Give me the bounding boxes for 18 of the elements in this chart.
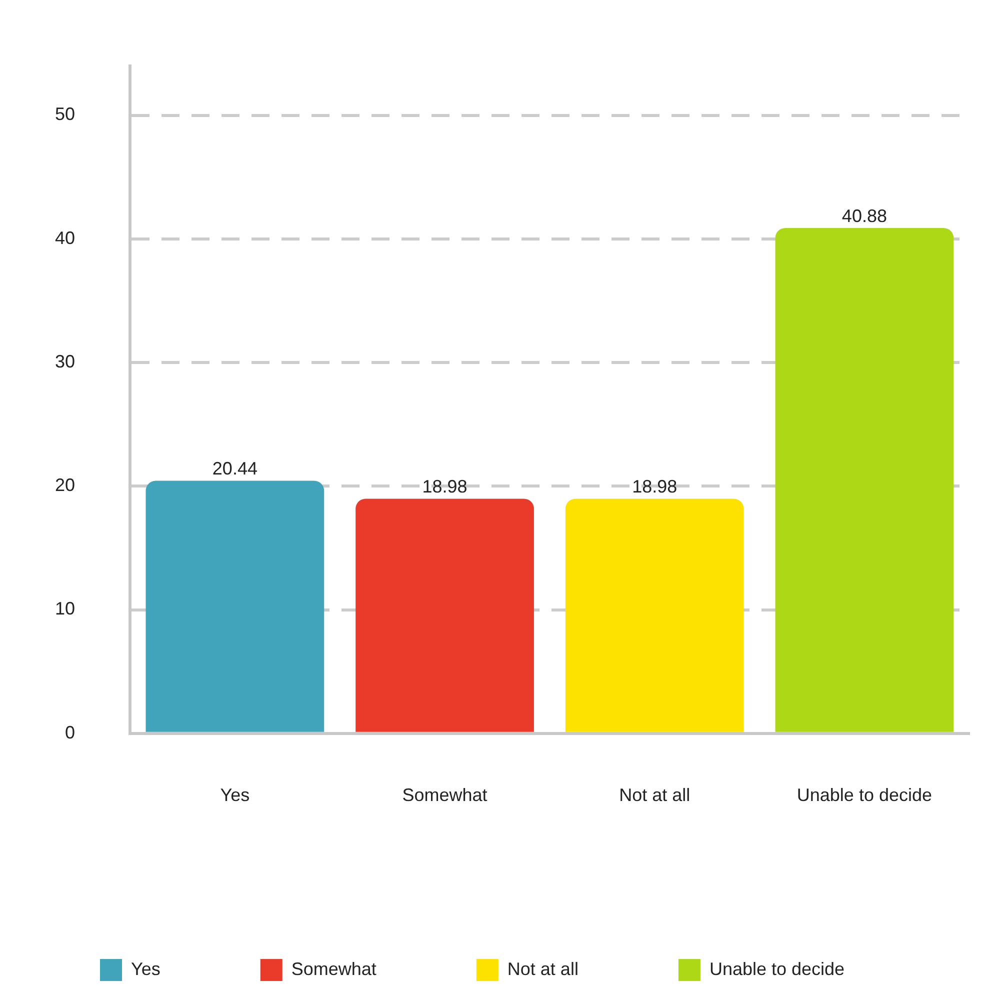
y-tick-label: 40 [54, 228, 76, 248]
legend-label: Not at all [507, 958, 578, 979]
legend-label: Somewhat [291, 958, 376, 979]
legend-label: Yes [131, 958, 160, 979]
legend-label: Unable to decide [709, 958, 845, 979]
x-tick-label: Not at all [619, 785, 690, 806]
y-tick-label: 10 [54, 598, 76, 619]
y-tick-label: 0 [65, 722, 76, 742]
data-label: 18.98 [422, 476, 468, 497]
x-tick-label: Unable to decide [796, 785, 932, 806]
data-label: 40.88 [842, 206, 887, 226]
y-tick-label: 50 [54, 104, 76, 124]
data-label: 20.44 [212, 458, 258, 479]
x-tick-label: Yes [220, 785, 250, 806]
y-tick-label: 20 [54, 475, 76, 496]
y-tick-label: 30 [54, 351, 76, 372]
data-label: 18.98 [632, 476, 678, 497]
x-tick-label: Somewhat [402, 785, 488, 806]
